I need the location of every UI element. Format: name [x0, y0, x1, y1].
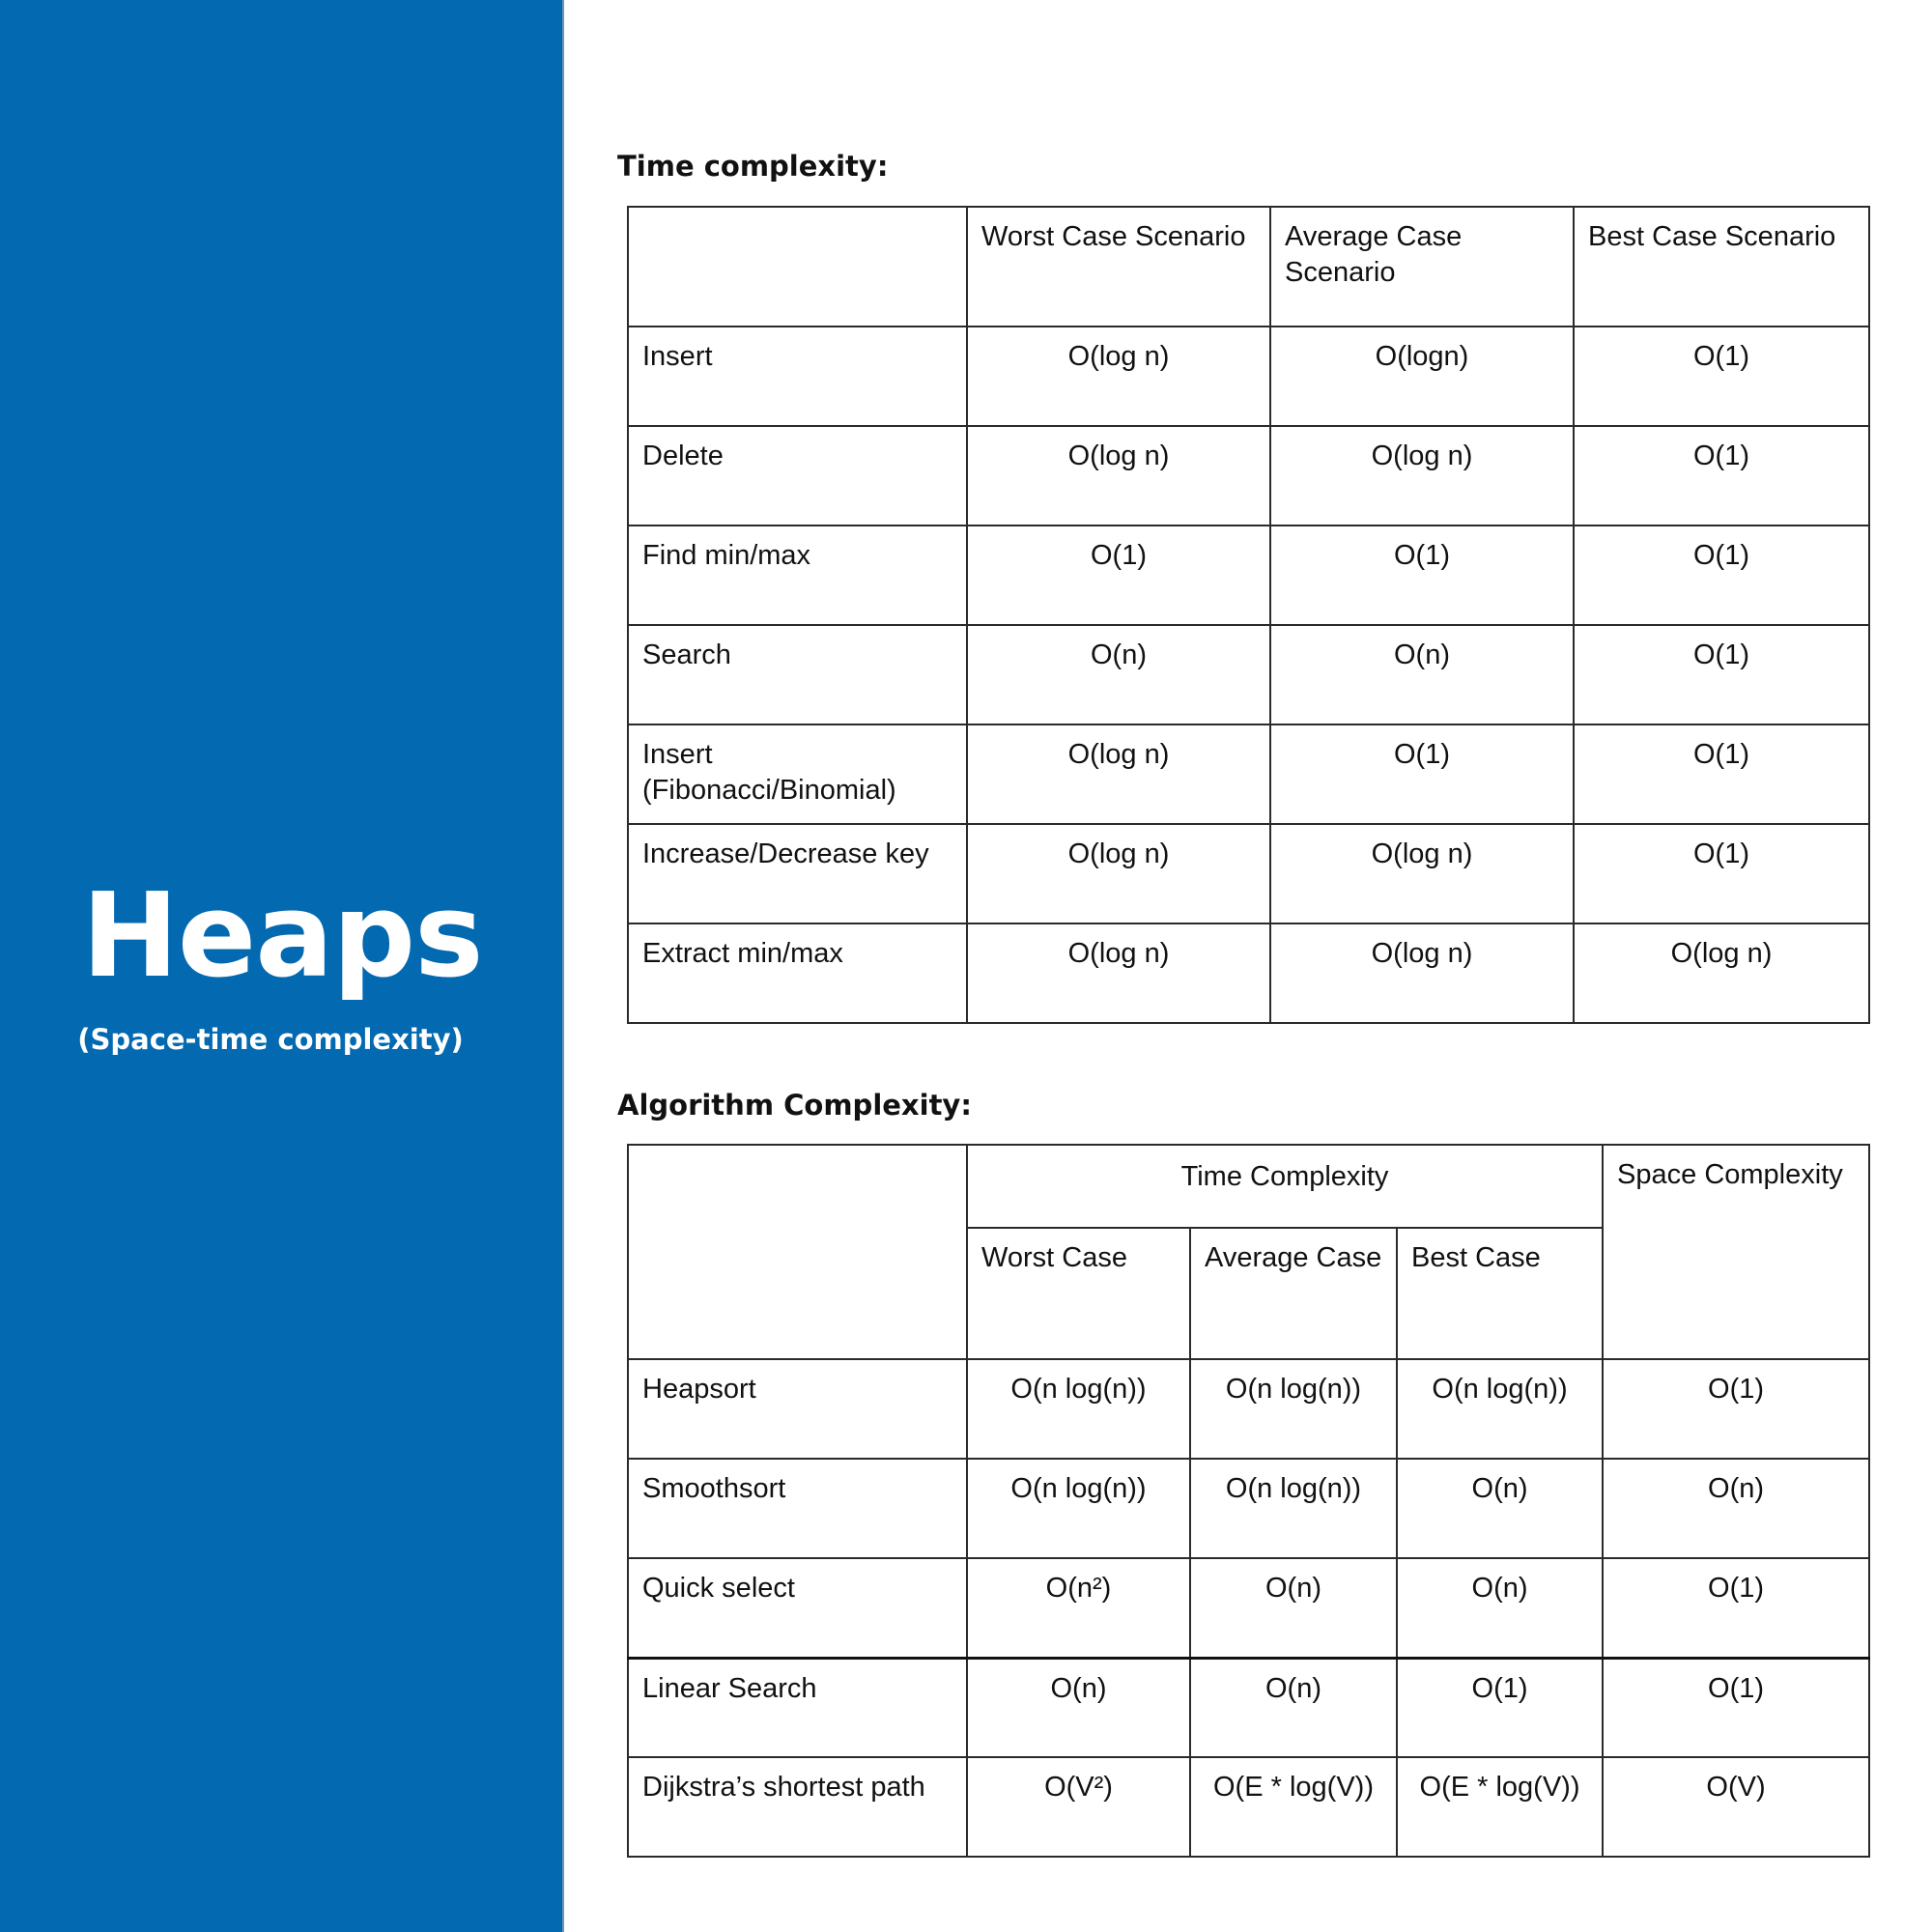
worst-case-value: O(1) — [966, 525, 1271, 626]
header-average-case: Average Case Scenario — [1269, 206, 1575, 327]
best-case-value: O(n log(n)) — [1395, 1358, 1605, 1460]
best-case-value: O(n) — [1395, 1557, 1605, 1659]
algorithm-label: Quick select — [627, 1557, 968, 1659]
time-complexity-heading: Time complexity: — [617, 150, 889, 183]
time-complexity-table: Worst Case Scenario Average Case Scenari… — [627, 206, 1870, 1024]
best-case-value: O(E * log(V)) — [1395, 1756, 1605, 1858]
best-case-value: O(1) — [1573, 525, 1870, 626]
algorithm-label: Linear Search — [627, 1656, 968, 1758]
best-case-value: O(1) — [1573, 425, 1870, 526]
table-row: Linear Search O(n) O(n) O(1) O(1) — [627, 1656, 1871, 1758]
header-empty-cell — [627, 206, 968, 327]
worst-case-value: O(log n) — [966, 823, 1271, 924]
worst-case-value: O(n) — [966, 1656, 1191, 1758]
space-complexity-value: O(1) — [1602, 1656, 1871, 1758]
operation-label: Find min/max — [627, 525, 968, 626]
average-case-value: O(1) — [1269, 724, 1575, 825]
table-header-row: Worst Case Scenario Average Case Scenari… — [627, 206, 1870, 327]
space-complexity-value: O(1) — [1602, 1358, 1871, 1460]
table-row: Heapsort O(n log(n)) O(n log(n)) O(n log… — [627, 1358, 1871, 1460]
average-case-value: O(log n) — [1269, 923, 1575, 1024]
header-best-case: Best Case — [1395, 1227, 1605, 1360]
header-worst-case: Worst Case — [966, 1227, 1191, 1360]
worst-case-value: O(log n) — [966, 923, 1271, 1024]
page-title: Heaps — [81, 869, 483, 1004]
space-complexity-value: O(n) — [1602, 1458, 1871, 1559]
algorithm-complexity-table: Time Complexity Space Complexity Worst C… — [627, 1144, 1871, 1858]
average-case-value: O(n) — [1269, 624, 1575, 725]
worst-case-value: O(V²) — [966, 1756, 1191, 1858]
operation-label: Search — [627, 624, 968, 725]
table-row: Quick select O(n²) O(n) O(n) O(1) — [627, 1557, 1871, 1659]
best-case-value: O(1) — [1573, 724, 1870, 825]
best-case-value: O(n) — [1395, 1458, 1605, 1559]
operation-label: Extract min/max — [627, 923, 968, 1024]
algorithm-label: Heapsort — [627, 1358, 968, 1460]
table-row: Insert (Fibonacci/Binomial) O(log n) O(1… — [627, 724, 1870, 825]
table-row: Dijkstra’s shortest path O(V²) O(E * log… — [627, 1756, 1871, 1858]
table-row: Search O(n) O(n) O(1) — [627, 624, 1870, 725]
best-case-value: O(1) — [1573, 326, 1870, 427]
worst-case-value: O(n²) — [966, 1557, 1191, 1659]
header-worst-case: Worst Case Scenario — [966, 206, 1271, 327]
header-time-complexity: Time Complexity — [965, 1144, 1605, 1229]
sidebar-panel: Heaps (Space-time complexity) — [0, 0, 564, 1932]
operation-label: Increase/Decrease key — [627, 823, 968, 924]
table-row: Smoothsort O(n log(n)) O(n log(n)) O(n) … — [627, 1458, 1871, 1559]
average-case-value: O(n log(n)) — [1189, 1358, 1398, 1460]
worst-case-value: O(log n) — [966, 326, 1271, 427]
table-row: Extract min/max O(log n) O(log n) O(log … — [627, 923, 1870, 1024]
algorithm-label: Smoothsort — [627, 1458, 968, 1559]
worst-case-value: O(log n) — [966, 425, 1271, 526]
page-subtitle: (Space-time complexity) — [77, 1023, 464, 1056]
table-row: Insert O(log n) O(logn) O(1) — [627, 326, 1870, 427]
best-case-value: O(1) — [1395, 1656, 1605, 1758]
average-case-value: O(logn) — [1269, 326, 1575, 427]
algorithm-label: Dijkstra’s shortest path — [627, 1756, 968, 1858]
header-empty-cell — [627, 1144, 968, 1360]
best-case-value: O(1) — [1573, 823, 1870, 924]
worst-case-value: O(log n) — [966, 724, 1271, 825]
worst-case-value: O(n log(n)) — [966, 1458, 1191, 1559]
average-case-value: O(n log(n)) — [1189, 1458, 1398, 1559]
table-row: Increase/Decrease key O(log n) O(log n) … — [627, 823, 1870, 924]
average-case-value: O(log n) — [1269, 823, 1575, 924]
space-complexity-value: O(V) — [1602, 1756, 1871, 1858]
algorithm-complexity-heading: Algorithm Complexity: — [617, 1089, 972, 1122]
header-best-case: Best Case Scenario — [1573, 206, 1870, 327]
operation-label: Insert (Fibonacci/Binomial) — [627, 724, 968, 825]
average-case-value: O(n) — [1189, 1656, 1398, 1758]
worst-case-value: O(n) — [966, 624, 1271, 725]
table-row: Delete O(log n) O(log n) O(1) — [627, 425, 1870, 526]
header-average-case: Average Case — [1189, 1227, 1398, 1360]
worst-case-value: O(n log(n)) — [966, 1358, 1191, 1460]
average-case-value: O(log n) — [1269, 425, 1575, 526]
average-case-value: O(n) — [1189, 1557, 1398, 1659]
operation-label: Delete — [627, 425, 968, 526]
average-case-value: O(1) — [1269, 525, 1575, 626]
operation-label: Insert — [627, 326, 968, 427]
best-case-value: O(log n) — [1573, 923, 1870, 1024]
best-case-value: O(1) — [1573, 624, 1870, 725]
header-space-complexity: Space Complexity — [1602, 1144, 1871, 1360]
table-row: Find min/max O(1) O(1) O(1) — [627, 525, 1870, 626]
table-subheader-row: Worst Case Average Case Best Case — [628, 1227, 1869, 1360]
space-complexity-value: O(1) — [1602, 1557, 1871, 1659]
average-case-value: O(E * log(V)) — [1189, 1756, 1398, 1858]
table-header-row: Time Complexity Space Complexity — [627, 1144, 1871, 1360]
